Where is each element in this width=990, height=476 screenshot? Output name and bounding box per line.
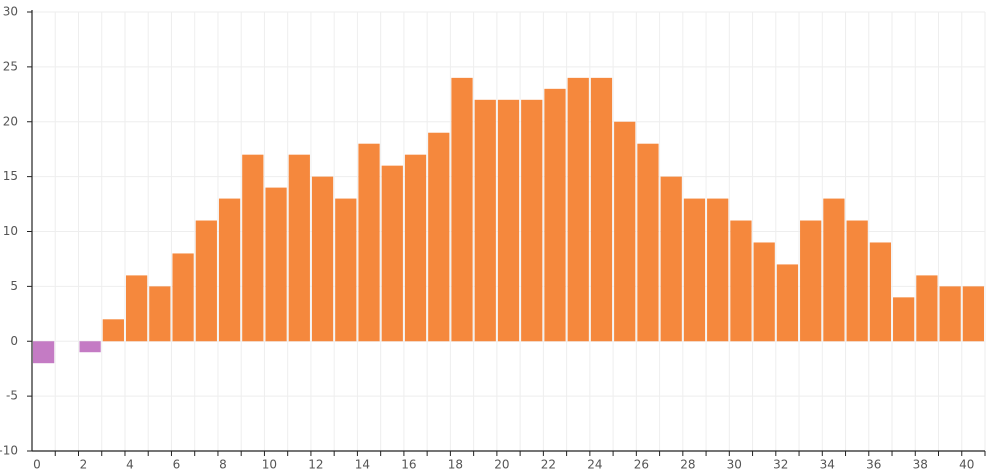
x-tick-label: 14: [355, 458, 370, 472]
y-tick-label: 30: [3, 5, 18, 19]
bar: [335, 198, 357, 342]
x-tick-label: 18: [448, 458, 463, 472]
bar: [102, 319, 124, 342]
x-tick-label: 0: [33, 458, 41, 472]
y-tick-label: 10: [3, 224, 18, 238]
bar: [776, 264, 799, 342]
x-tick-label: 10: [262, 458, 277, 472]
bar: [614, 121, 636, 342]
x-tick-label: 32: [773, 458, 788, 472]
x-tick-label: 8: [219, 458, 227, 472]
x-tick-label: 28: [680, 458, 695, 472]
bar: [497, 99, 520, 342]
x-tick-label: 22: [541, 458, 556, 472]
bar: [149, 286, 171, 342]
bar: [660, 176, 682, 342]
bar: [916, 275, 938, 342]
y-tick-label: 0: [10, 334, 18, 348]
bar: [218, 198, 241, 342]
x-tick-label: 16: [401, 458, 416, 472]
bar: [125, 275, 148, 342]
bar: [637, 143, 659, 342]
x-tick-label: 26: [634, 458, 649, 472]
bar: [753, 242, 775, 342]
bar: [800, 220, 822, 342]
x-tick-label: 4: [126, 458, 134, 472]
bar: [544, 88, 566, 342]
bar: [428, 132, 450, 342]
y-tick-label: 25: [3, 59, 18, 73]
bar: [311, 176, 334, 342]
x-tick-label: 36: [866, 458, 881, 472]
x-tick-label: 20: [494, 458, 509, 472]
bar: [567, 77, 589, 342]
y-tick-label: 15: [3, 169, 18, 183]
bar: [683, 198, 706, 342]
bar: [33, 341, 55, 364]
x-tick-label: 30: [727, 458, 742, 472]
x-tick-label: 6: [173, 458, 181, 472]
bar: [474, 99, 496, 342]
bar: [381, 165, 403, 342]
y-tick-label: -10: [0, 444, 18, 458]
bar: [939, 286, 961, 342]
bar: [195, 220, 217, 342]
x-tick-label: 38: [913, 458, 928, 472]
bar: [288, 154, 310, 342]
bar: [869, 242, 892, 342]
x-tick-label: 34: [820, 458, 835, 472]
x-tick-label: 24: [587, 458, 602, 472]
bar: [79, 341, 101, 353]
x-tick-label: 12: [308, 458, 323, 472]
bar: [358, 143, 380, 342]
bar: [823, 198, 845, 342]
bar: [242, 154, 264, 342]
bar: [172, 253, 194, 342]
bar: [846, 220, 868, 342]
bar: [730, 220, 752, 342]
bar: [962, 286, 984, 342]
x-tick-label: 40: [959, 458, 974, 472]
bar: [590, 77, 613, 342]
y-tick-label: 20: [3, 114, 18, 128]
y-tick-label: 5: [10, 279, 18, 293]
x-tick-label: 2: [80, 458, 88, 472]
bar: [451, 77, 473, 342]
y-tick-label: -5: [6, 389, 18, 403]
bar: [265, 187, 287, 342]
bar: [707, 198, 729, 342]
bar: [521, 99, 543, 342]
bar: [893, 297, 915, 342]
bar: [404, 154, 427, 342]
